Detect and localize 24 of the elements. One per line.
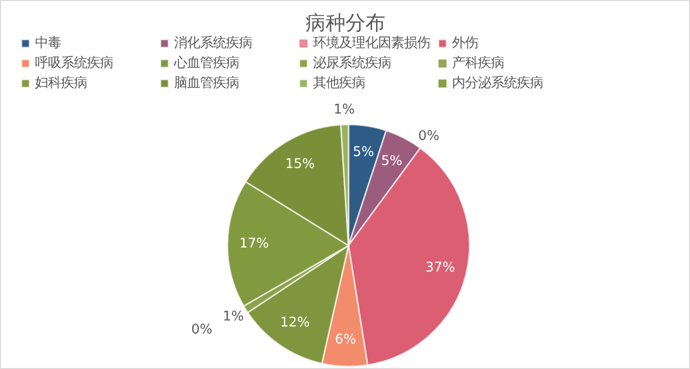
legend-label: 呼吸系统疾病 bbox=[35, 54, 114, 72]
data-label: 12% bbox=[280, 316, 310, 331]
legend-label: 外伤 bbox=[452, 35, 479, 52]
legend-label: 消化系统疾病 bbox=[174, 34, 253, 52]
data-label: 1% bbox=[222, 309, 244, 324]
data-label: 15% bbox=[285, 157, 315, 172]
legend-label: 中毒 bbox=[35, 34, 62, 52]
data-label: 1% bbox=[334, 102, 355, 118]
legend-label: 其他疾病 bbox=[313, 74, 366, 92]
data-label: 17% bbox=[239, 236, 269, 252]
legend-label: 产科疾病 bbox=[452, 54, 505, 72]
legend-label: 泌尿系统疾病 bbox=[313, 54, 392, 72]
data-label: 5% bbox=[381, 154, 402, 170]
text: 0% bbox=[191, 322, 212, 338]
legend-label: 环境及理化因素损伤 bbox=[313, 34, 431, 52]
legend-label: 内分泌系统疾病 bbox=[452, 74, 544, 92]
legend-label: 脑血管疾病 bbox=[174, 74, 240, 92]
data-label: 5% bbox=[352, 144, 374, 160]
chart-title: 病种分布 bbox=[306, 10, 386, 34]
legend-label: 妇科疾病 bbox=[35, 74, 88, 92]
text: 0% bbox=[418, 128, 440, 144]
data-label: 6% bbox=[334, 332, 356, 348]
data-label: 37% bbox=[425, 260, 456, 276]
legend-label: 心血管疾病 bbox=[174, 54, 240, 72]
